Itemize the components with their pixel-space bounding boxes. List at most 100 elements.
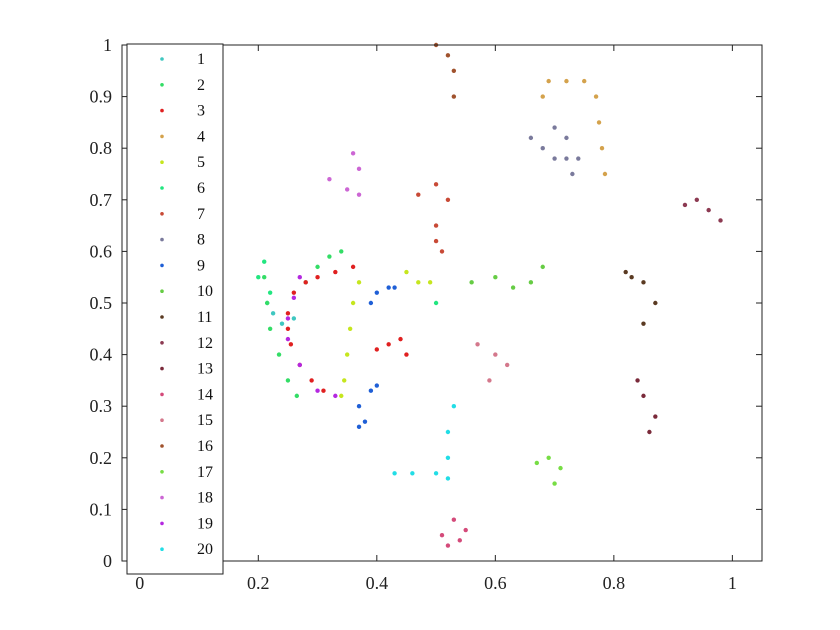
data-point: [416, 280, 421, 285]
data-point: [339, 249, 344, 254]
legend-label: 4: [197, 128, 205, 145]
y-tick-label: 0: [103, 551, 112, 571]
legend-label: 7: [197, 206, 205, 223]
data-point: [416, 192, 421, 197]
legend-marker: [160, 366, 164, 371]
data-point: [593, 94, 599, 99]
data-point: [262, 275, 267, 280]
legend-marker: [160, 315, 164, 319]
legend-label: 19: [197, 515, 213, 532]
legend-marker: [160, 212, 164, 216]
data-point: [570, 171, 575, 177]
data-point: [264, 300, 270, 306]
data-point: [682, 202, 688, 208]
data-point: [552, 156, 557, 161]
data-point: [285, 326, 291, 331]
data-point: [451, 94, 457, 99]
data-point: [534, 460, 540, 466]
series-13: [635, 378, 658, 435]
data-point: [653, 300, 658, 306]
y-tick-label: 0.7: [90, 190, 113, 210]
legend-marker: [160, 57, 164, 61]
data-point: [392, 285, 397, 290]
legend-label: 9: [197, 257, 205, 274]
data-point: [350, 264, 356, 270]
legend-label: 20: [197, 541, 213, 558]
data-point: [285, 378, 291, 383]
data-point: [433, 223, 439, 228]
legend-marker: [160, 263, 164, 268]
data-point: [451, 517, 457, 522]
data-point: [564, 135, 569, 141]
x-tick-label: 0: [135, 573, 144, 593]
x-tick-label: 1: [728, 573, 737, 593]
data-point: [487, 378, 492, 383]
x-tick-label: 0.6: [484, 573, 507, 593]
legend-marker: [160, 160, 164, 164]
data-point: [276, 352, 282, 357]
data-point: [392, 471, 397, 476]
data-point: [641, 280, 646, 285]
data-point: [262, 259, 267, 264]
data-point: [564, 78, 569, 84]
y-tick-label: 0.5: [90, 293, 113, 313]
data-point: [368, 388, 374, 393]
data-point: [433, 300, 439, 306]
legend-marker: [160, 521, 164, 526]
legend-marker: [160, 444, 164, 448]
series-9: [356, 285, 397, 430]
data-point: [445, 476, 451, 481]
legend-label: 13: [197, 361, 213, 378]
data-point: [398, 336, 403, 342]
data-point: [558, 465, 563, 471]
data-point: [694, 197, 700, 202]
data-point: [641, 321, 646, 326]
data-point: [356, 424, 362, 430]
data-point: [540, 146, 545, 151]
data-point: [433, 238, 439, 244]
data-point: [297, 362, 302, 368]
legend-marker: [160, 186, 164, 190]
data-point: [528, 135, 534, 141]
data-point: [404, 352, 409, 357]
data-point: [445, 197, 451, 202]
legend-label: 16: [197, 438, 213, 455]
data-point: [327, 254, 332, 259]
series-8: [528, 125, 581, 177]
series-16: [433, 42, 457, 99]
data-point: [552, 125, 557, 130]
legend-label: 2: [197, 77, 205, 94]
series-14: [439, 517, 468, 548]
legend-marker: [160, 237, 164, 242]
data-point: [368, 300, 374, 306]
data-point: [309, 378, 314, 383]
legend-label: 14: [197, 386, 213, 403]
data-point: [344, 352, 350, 357]
data-point: [374, 290, 380, 295]
data-point: [433, 471, 439, 476]
data-point: [451, 68, 457, 74]
legend-marker: [160, 418, 164, 423]
data-point: [493, 352, 498, 357]
data-point: [564, 156, 569, 161]
legend-box: [126, 43, 224, 575]
y-tick-label: 1: [103, 35, 112, 55]
y-tick-label: 0.4: [90, 345, 113, 365]
legend-marker: [160, 547, 164, 551]
x-tick-label: 0.8: [603, 573, 626, 593]
data-point: [362, 419, 368, 424]
data-point: [291, 295, 297, 301]
data-point: [404, 269, 409, 275]
data-point: [445, 429, 451, 435]
data-point: [386, 342, 391, 347]
data-point: [457, 538, 462, 543]
data-point: [356, 192, 362, 197]
data-point: [342, 378, 347, 383]
data-point: [327, 176, 332, 182]
legend-marker: [160, 289, 164, 294]
data-point: [356, 404, 362, 409]
data-point: [285, 316, 291, 321]
legend-label: 12: [197, 335, 213, 352]
data-point: [410, 471, 415, 476]
